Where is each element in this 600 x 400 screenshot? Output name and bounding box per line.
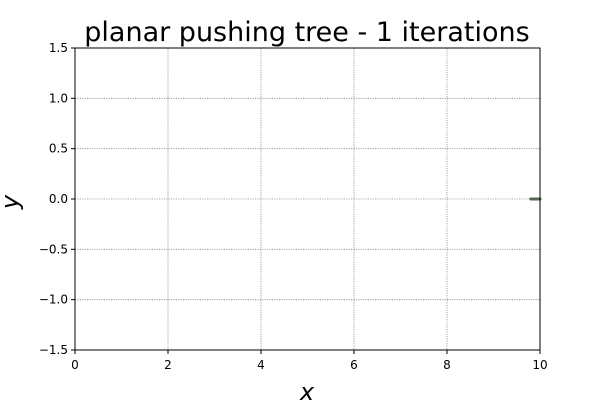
x-tick-layer: 0 2 4 6 8 10 <box>71 350 548 372</box>
y-tick-label: 1.0 <box>49 91 68 105</box>
x-tick-label: 2 <box>164 358 172 372</box>
x-axis-label: x <box>299 378 315 400</box>
x-tick-label: 8 <box>443 358 451 372</box>
x-tick-label: 0 <box>71 358 79 372</box>
x-tick-label: 4 <box>257 358 265 372</box>
x-tick-label: 6 <box>350 358 358 372</box>
y-tick-label: 1.5 <box>49 41 68 55</box>
x-tick-label: 10 <box>532 358 547 372</box>
y-tick-label: −1.5 <box>39 343 68 357</box>
y-tick-label: 0.5 <box>49 142 68 156</box>
y-tick-label: −1.0 <box>39 293 68 307</box>
chart-title: planar pushing tree - 1 iterations <box>84 17 529 48</box>
y-tick-layer: 1.5 1.0 0.5 0.0 −0.5 −1.0 −1.5 <box>39 41 75 357</box>
y-tick-label: −0.5 <box>39 242 68 256</box>
y-tick-label: 0.0 <box>49 192 68 206</box>
y-axis-label: y <box>0 194 24 210</box>
grid-layer <box>74 47 541 351</box>
